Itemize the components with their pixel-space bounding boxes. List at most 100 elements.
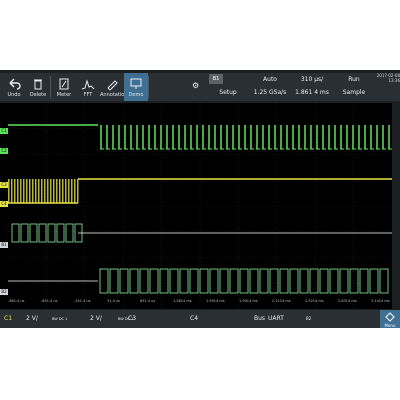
annotation-button[interactable]: Annotation xyxy=(100,73,127,101)
b1-marker[interactable]: B1 xyxy=(0,242,8,248)
run-state[interactable]: Run xyxy=(348,76,360,83)
waveform-display xyxy=(8,103,392,309)
bus-b2-frame xyxy=(329,268,339,294)
c1-edge xyxy=(172,125,174,149)
bus-b2-frame xyxy=(309,268,319,294)
c4-marker[interactable]: C4 xyxy=(0,201,8,207)
fft-button[interactable]: FFT xyxy=(76,73,100,101)
timeline-label: -651.4 us xyxy=(41,299,58,303)
bus-b1-decode xyxy=(11,223,392,243)
c1-edge xyxy=(190,125,192,149)
bus-b2-frame xyxy=(359,268,369,294)
c4-tab[interactable]: C4 xyxy=(190,315,199,322)
undo-button[interactable]: Undo xyxy=(2,73,26,101)
c2-edge xyxy=(38,179,40,203)
c1-edge xyxy=(262,125,264,149)
bus-b2-frame xyxy=(289,268,299,294)
bus-b1-badge[interactable]: B1 xyxy=(209,74,223,84)
timeline-label: -961.4 us xyxy=(8,299,25,303)
status-bar: C1 2 V/ BW DC 1 2 V/ BW DC 1 C3 C4 Bus U… xyxy=(0,310,400,328)
c2-edge xyxy=(23,179,25,203)
trigger-mode[interactable]: Auto xyxy=(263,76,277,83)
c2-edge xyxy=(65,179,67,203)
c2-edge xyxy=(41,179,43,203)
bus-b2-frame xyxy=(119,268,129,294)
c2-edge xyxy=(44,179,46,203)
sample-rate[interactable]: 1.25 GSa/s xyxy=(253,89,287,96)
toolbar-separator xyxy=(50,76,51,98)
demo-button[interactable]: Demo xyxy=(124,73,148,101)
bus-b1-frame xyxy=(11,223,20,243)
meter-button[interactable]: Meter xyxy=(52,73,76,101)
bus-tab[interactable]: Bus xyxy=(254,315,266,322)
c2-edge xyxy=(77,179,79,203)
fft-label: FFT xyxy=(83,92,93,98)
setup-button[interactable]: Setup xyxy=(219,89,237,96)
bus-b1-frame xyxy=(56,223,65,243)
c1-edge xyxy=(226,125,228,149)
timeline-label: 1.5914 ms xyxy=(206,299,225,303)
c1-edge xyxy=(340,125,342,149)
c1-edge xyxy=(286,125,288,149)
menu-label: Menu xyxy=(384,323,396,328)
c2-trace xyxy=(8,178,392,204)
bus-b2-frame xyxy=(369,268,379,294)
bus-b2-frame xyxy=(249,268,259,294)
c2-edge xyxy=(50,179,52,203)
undo-label: Undo xyxy=(7,92,21,98)
c2-info: BW DC 1 xyxy=(118,317,134,321)
bus-b1-frame xyxy=(65,223,74,243)
menu-button[interactable]: Menu xyxy=(380,310,400,328)
bus-b2-frame xyxy=(179,268,189,294)
c2-scale[interactable]: 2 V/ xyxy=(90,315,102,322)
bus-b2-frame xyxy=(379,268,389,294)
bus-b1-frame xyxy=(20,223,29,243)
c2-edge xyxy=(29,179,31,203)
c3-tab[interactable]: C3 xyxy=(128,315,137,322)
fft-spectrum-icon xyxy=(76,74,100,92)
c1-edge xyxy=(214,125,216,149)
c2-edge xyxy=(35,179,37,203)
c2-edge xyxy=(74,179,76,203)
c2-edge xyxy=(26,179,28,203)
c1-edge xyxy=(184,125,186,149)
bus-b2-frame xyxy=(169,268,179,294)
bus-type[interactable]: UART xyxy=(268,315,284,322)
c2-edge xyxy=(14,179,16,203)
c2-marker[interactable]: C2 xyxy=(0,148,8,154)
settings-icon[interactable]: ⚙ xyxy=(192,81,200,90)
meter-label: Meter xyxy=(56,92,72,98)
record-length[interactable]: 1.861 4 ms xyxy=(295,89,329,96)
time: 13:36 xyxy=(388,78,400,83)
c1-marker[interactable]: C1 xyxy=(0,128,8,134)
bus-b2-frame xyxy=(189,268,199,294)
bus-b2-frame xyxy=(269,268,279,294)
toolbar: Undo Delete Meter FFT Annotation Demo ⚙ xyxy=(0,73,400,101)
c2-edge xyxy=(62,179,64,203)
b2-marker[interactable]: B2 xyxy=(0,289,8,295)
bus-b2-frame xyxy=(279,268,289,294)
c1-edge xyxy=(292,125,294,149)
c1-edge xyxy=(232,125,234,149)
timeline-label: 3.1414 ms xyxy=(371,299,390,303)
time-scale[interactable]: 310 µs/ xyxy=(300,76,324,83)
c1-edge xyxy=(106,125,108,149)
c1-edge xyxy=(244,125,246,149)
bus-b2-frame xyxy=(219,268,229,294)
bus-b2-decode xyxy=(8,268,389,294)
c3-marker[interactable]: C3 xyxy=(0,182,8,188)
bus-b1-frame xyxy=(29,223,38,243)
bus-b2-frame xyxy=(239,268,249,294)
c1-tab[interactable]: C1 xyxy=(4,315,13,322)
delete-button[interactable]: Delete xyxy=(26,73,50,101)
acquisition-mode[interactable]: Sample xyxy=(342,89,366,96)
c1-edge xyxy=(382,125,384,149)
c1-scale[interactable]: 2 V/ xyxy=(26,315,38,322)
c1-edge xyxy=(328,125,330,149)
c2-edge xyxy=(53,179,55,203)
bus-b1-frame xyxy=(47,223,56,243)
c1-info: BW DC 1 xyxy=(52,317,68,321)
c1-edge xyxy=(274,125,276,149)
c1-edge xyxy=(268,125,270,149)
c1-edge xyxy=(298,125,300,149)
